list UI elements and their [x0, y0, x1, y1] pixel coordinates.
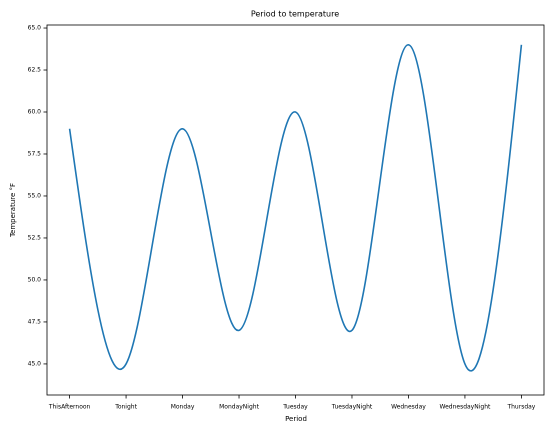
x-tick-label: ThisAfternoon [48, 404, 91, 411]
y-axis-label: Temperature °F [9, 183, 17, 238]
x-tick-label: Tuesday [282, 404, 308, 411]
x-tick-label: Monday [171, 404, 195, 411]
x-tick-label: WednesdayNight [440, 404, 492, 411]
y-tick-label: 50.0 [28, 276, 42, 283]
x-tick-label: TuesdayNight [331, 404, 373, 411]
y-tick-label: 60.0 [28, 108, 42, 115]
x-tick-label: Thursday [506, 404, 535, 411]
x-tick-label: Tonight [114, 404, 137, 411]
plot-frame [46, 24, 545, 396]
line-series [68, 44, 523, 372]
y-tick-label: 65.0 [28, 25, 42, 32]
y-tick-label: 57.5 [28, 150, 42, 157]
y-tick-label: 47.5 [28, 318, 42, 325]
y-tick-label: 45.0 [28, 360, 42, 367]
y-tick-label: 52.5 [28, 234, 42, 241]
x-tick-label: MondayNight [219, 404, 259, 411]
y-tick-label: 55.0 [28, 192, 42, 199]
chart-title: Period to temperature [251, 10, 339, 19]
x-tick-label: Wednesday [391, 404, 426, 411]
x-axis-label: Period [285, 415, 307, 423]
y-tick-label: 62.5 [28, 67, 42, 74]
